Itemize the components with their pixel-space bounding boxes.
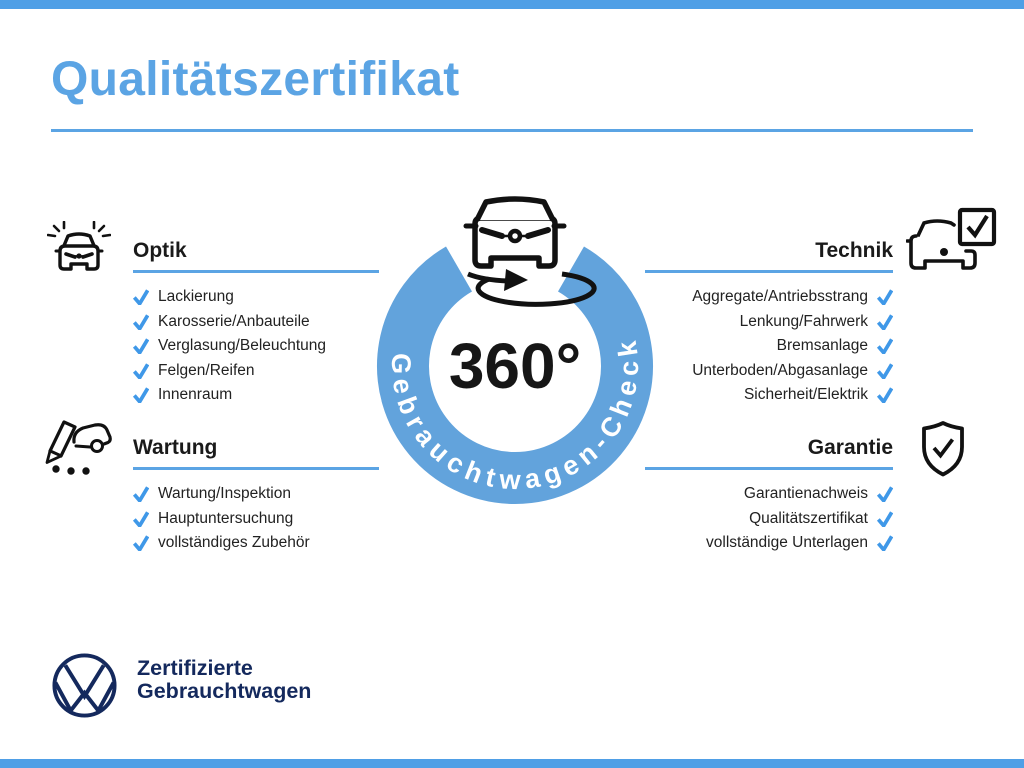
list-item: Sicherheit/Elektrik	[645, 383, 893, 408]
section-wartung: Wartung Wartung/Inspektion Hauptuntersuc…	[133, 436, 379, 556]
list-item-label: Sicherheit/Elektrik	[743, 386, 868, 404]
check-icon	[133, 387, 149, 404]
list-item-label: Aggregate/Antriebsstrang	[692, 288, 868, 306]
check-icon	[133, 363, 149, 379]
list-item: Garantienachweis	[645, 482, 893, 507]
list-item-label: Wartung/Inspektion	[158, 485, 291, 503]
list-item-label: Bremsanlage	[776, 337, 868, 355]
checklist-garantie: Garantienachweis Qualitätszertifikat vol…	[645, 482, 893, 556]
check-icon	[877, 387, 893, 404]
check-icon	[133, 289, 149, 306]
360-badge: Gebrauchtwagen-Check 360°	[377, 196, 653, 504]
checklist-technik: Aggregate/Antriebsstrang Lenkung/Fahrwer…	[645, 285, 893, 408]
list-item-label: Karosserie/Anbauteile	[158, 312, 310, 330]
section-garantie: Garantie Garantienachweis Qualitätszerti…	[645, 436, 893, 556]
top-border-bar	[0, 0, 1024, 9]
title-divider	[51, 129, 973, 132]
footer-brand-text: Zertifizierte Gebrauchtwagen	[137, 657, 311, 703]
list-item: Verglasung/Beleuchtung	[133, 334, 379, 359]
list-item-label: Garantienachweis	[743, 485, 868, 503]
rotating-car-icon	[463, 196, 597, 307]
section-title-garantie: Garantie	[807, 436, 893, 459]
list-item: Qualitätszertifikat	[645, 507, 893, 532]
section-title-optik: Optik	[133, 239, 187, 262]
check-icon	[877, 338, 893, 355]
section-technik: Technik Aggregate/Antriebsstrang Lenkung…	[645, 239, 893, 408]
list-item-label: vollständige Unterlagen	[706, 534, 868, 552]
check-icon	[877, 535, 893, 552]
bottom-border-bar	[0, 759, 1024, 768]
list-item: Wartung/Inspektion	[133, 482, 379, 507]
list-item-label: Lenkung/Fahrwerk	[739, 312, 868, 330]
vw-logo	[52, 653, 117, 718]
section-divider	[133, 467, 379, 470]
list-item: Aggregate/Antriebsstrang	[645, 285, 893, 310]
page-title: Qualitätszertifikat	[51, 53, 460, 106]
check-icon	[133, 314, 149, 330]
list-item-label: Qualitätszertifikat	[749, 509, 868, 527]
checklist-wartung: Wartung/Inspektion Hauptuntersuchung vol…	[133, 482, 379, 556]
list-item: Lenkung/Fahrwerk	[645, 310, 893, 335]
check-icon	[877, 511, 893, 527]
section-divider	[133, 270, 379, 273]
list-item: Lackierung	[133, 285, 379, 310]
check-icon	[133, 486, 149, 503]
badge-value: 360°	[449, 330, 581, 402]
check-icon	[877, 363, 893, 379]
list-item: Bremsanlage	[645, 334, 893, 359]
section-title-technik: Technik	[815, 239, 893, 262]
check-icon	[133, 535, 149, 552]
list-item: vollständiges Zubehör	[133, 531, 379, 556]
list-item-label: vollständiges Zubehör	[158, 534, 310, 552]
list-item: Karosserie/Anbauteile	[133, 310, 379, 335]
list-item: Unterboden/Abgasanlage	[645, 359, 893, 384]
section-divider	[645, 467, 893, 470]
list-item-label: Verglasung/Beleuchtung	[158, 337, 327, 355]
list-item: Felgen/Reifen	[133, 359, 379, 384]
section-divider	[645, 270, 893, 273]
check-icon	[133, 511, 149, 527]
list-item-label: Felgen/Reifen	[158, 361, 255, 379]
list-item: Hauptuntersuchung	[133, 507, 379, 532]
check-icon	[877, 486, 893, 503]
list-item: Innenraum	[133, 383, 379, 408]
check-icon	[877, 314, 893, 330]
list-item-label: Lackierung	[158, 288, 234, 306]
pencil-checklist-car-icon	[45, 420, 112, 475]
list-item: vollständige Unterlagen	[645, 531, 893, 556]
car-front-shine-icon	[47, 221, 111, 271]
check-icon	[877, 289, 893, 306]
car-checkbox-icon	[906, 207, 997, 270]
footer-brand-line2: Gebrauchtwagen	[137, 679, 312, 703]
list-item-label: Unterboden/Abgasanlage	[692, 361, 868, 379]
check-icon	[133, 338, 149, 355]
list-item-label: Hauptuntersuchung	[158, 509, 294, 527]
checklist-optik: Lackierung Karosserie/Anbauteile Verglas…	[133, 285, 379, 408]
section-title-wartung: Wartung	[133, 436, 218, 459]
section-optik: Optik Lackierung Karosserie/Anbauteile V…	[133, 239, 379, 408]
list-item-label: Innenraum	[158, 386, 233, 404]
footer-brand-line1: Zertifizierte	[137, 656, 253, 680]
badge-ring	[377, 246, 653, 504]
shield-check-icon	[922, 421, 964, 477]
